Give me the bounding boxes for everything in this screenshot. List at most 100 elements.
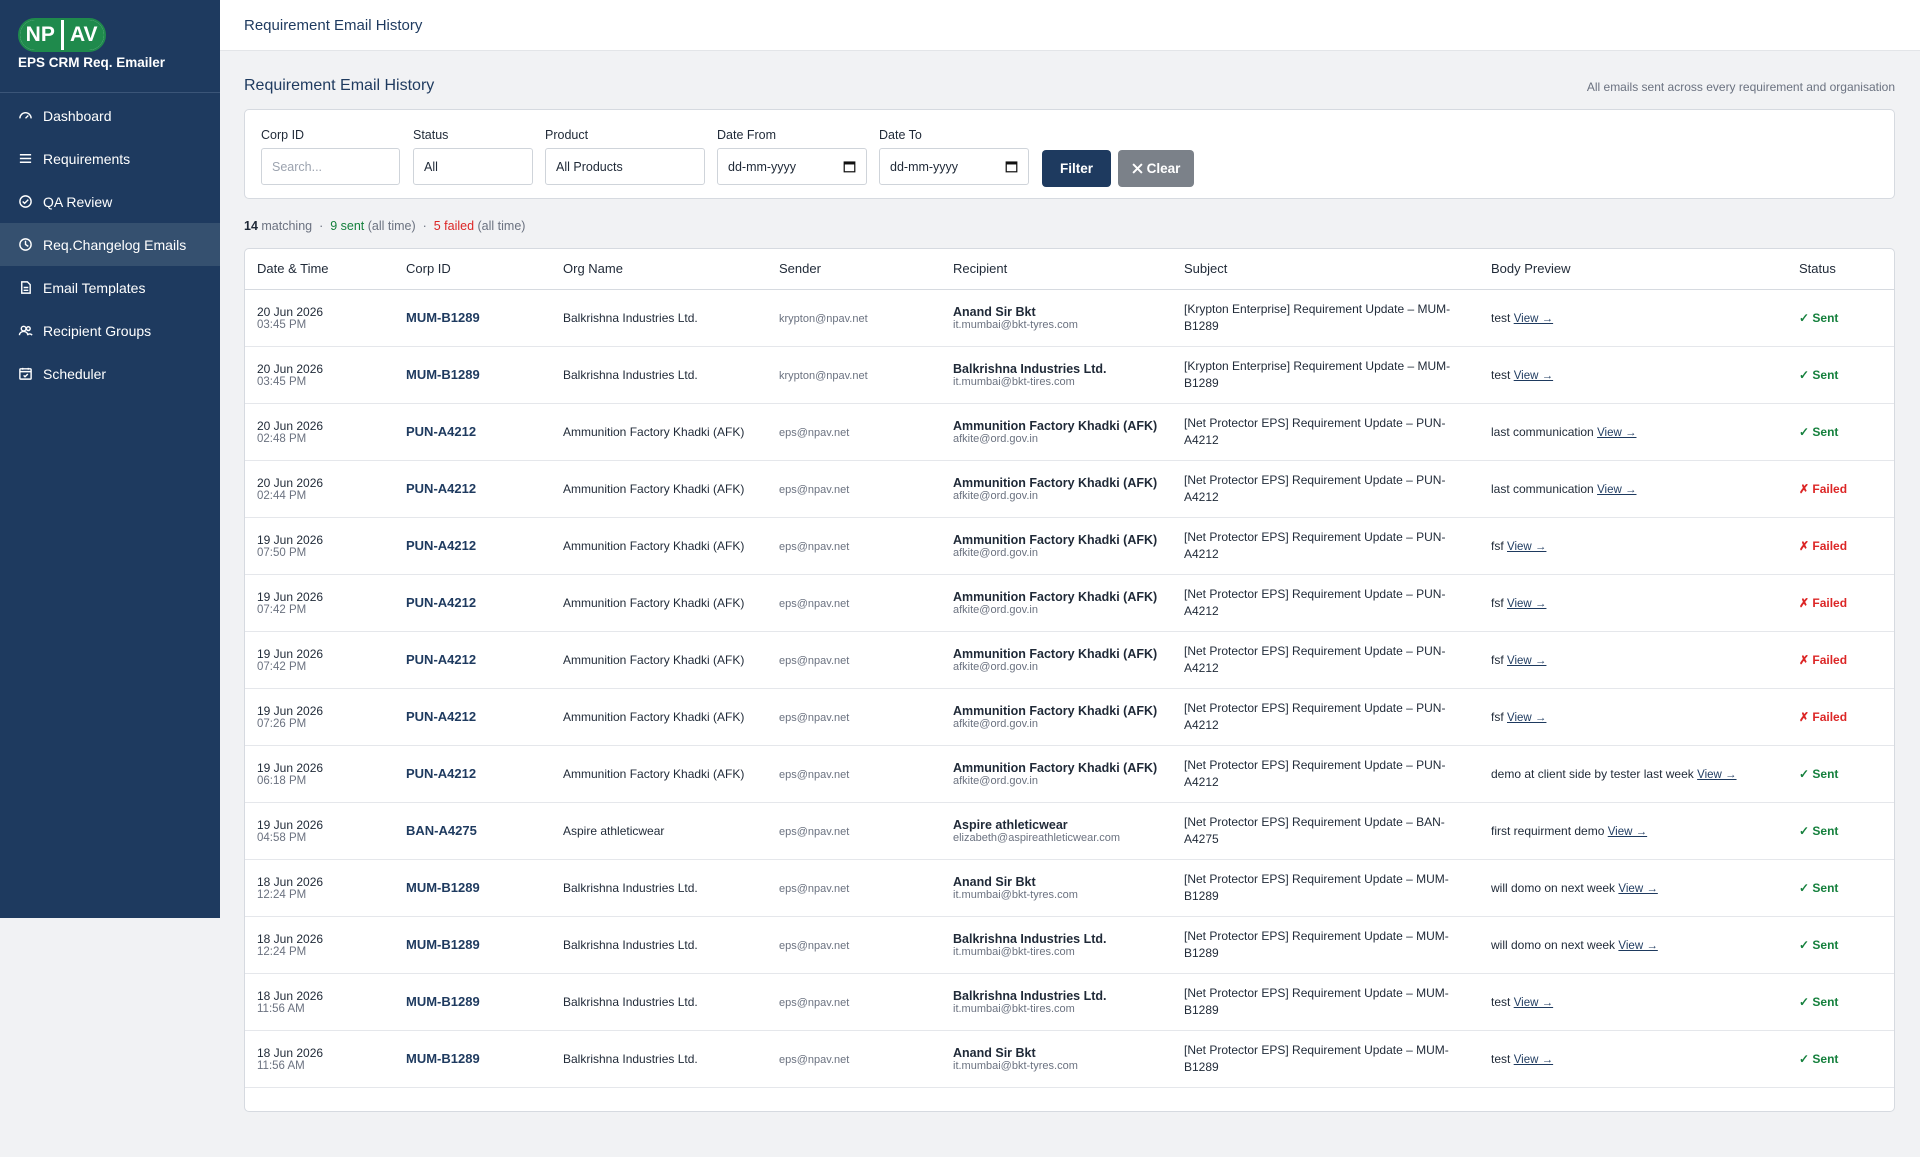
select[interactable]: All Products	[545, 148, 705, 185]
select[interactable]: All	[413, 148, 533, 185]
subject: [Net Protector EPS] Requirement Update –…	[1184, 529, 1446, 561]
view-link[interactable]: View →	[1507, 654, 1547, 667]
date-input[interactable]: dd-mm-yyyy	[717, 148, 867, 185]
recipient-email: afkite@ord.gov.in	[953, 717, 1038, 730]
filter-button[interactable]: Filter	[1042, 150, 1111, 187]
recipient-name: Anand Sir Bkt	[953, 1045, 1036, 1060]
cell-sender: eps@npav.net	[767, 859, 941, 917]
corp-id: MUM-B1289	[406, 880, 480, 895]
nav-item[interactable]: Email Templates	[0, 266, 220, 309]
column-header: Recipient	[941, 249, 1172, 290]
cell-recipient: Anand Sir Bkt it.mumbai@bkt-tyres.com	[941, 1030, 1172, 1088]
cell-org: Balkrishna Industries Ltd.	[551, 973, 767, 1031]
nav-item[interactable]: Requirements	[0, 137, 220, 180]
cell-corp: PUN-A4212	[394, 517, 551, 575]
sender: krypton@npav.net	[779, 369, 868, 382]
status: ✗ Failed	[1799, 595, 1848, 610]
view-link[interactable]: View →	[1507, 540, 1547, 553]
cell-status: ✓ Sent	[1787, 346, 1894, 404]
date: 19 Jun 2026	[257, 817, 324, 832]
date: 18 Jun 2026	[257, 988, 324, 1003]
time: 04:58 PM	[257, 831, 307, 844]
cell-recipient: Ammunition Factory Khadki (AFK) afkite@or…	[941, 688, 1172, 746]
filter-card: Corp ID Search... Status All Product All Pr…	[244, 109, 1895, 199]
status: ✓ Sent	[1799, 994, 1839, 1009]
cell-corp: MUM-B1289	[394, 289, 551, 347]
recipient-name: Anand Sir Bkt	[953, 874, 1036, 889]
cell-subject: [Net Protector EPS] Requirement Update –…	[1172, 859, 1479, 917]
body-preview: demo at client side by tester last week	[1491, 766, 1694, 781]
cell-corp: PUN-A4212	[394, 631, 551, 689]
cell-sender: eps@npav.net	[767, 403, 941, 461]
cell-corp: MUM-B1289	[394, 1030, 551, 1088]
date-input[interactable]: dd-mm-yyyy	[879, 148, 1029, 185]
nav-label: Recipient Groups	[43, 322, 152, 339]
view-link[interactable]: View →	[1597, 483, 1637, 496]
date: 19 Jun 2026	[257, 760, 324, 775]
clear-button[interactable]: Clear	[1118, 150, 1194, 187]
nav-item[interactable]: Dashboard	[0, 94, 220, 137]
cell-body: will domo on next week View →	[1479, 916, 1787, 974]
org-name: Balkrishna Industries Ltd.	[563, 994, 698, 1009]
corp-id: PUN-A4212	[406, 766, 477, 781]
cell-subject: [Net Protector EPS] Requirement Update –…	[1172, 403, 1479, 461]
view-link[interactable]: View →	[1513, 312, 1554, 325]
table-row: 18 Jun 2026 11:56 AM MUM-B1289 Balkrishna I…	[245, 973, 1894, 1031]
body-preview: test	[1491, 1051, 1511, 1066]
date: 18 Jun 2026	[257, 1045, 324, 1060]
sender: eps@npav.net	[779, 654, 850, 667]
cell-status: ✗ Failed	[1787, 631, 1894, 689]
org-name: Ammunition Factory Khadki (AFK)	[563, 481, 745, 496]
time: 02:44 PM	[257, 489, 307, 502]
match-label: matching	[261, 219, 313, 233]
cell-recipient: Ammunition Factory Khadki (AFK) afkite@or…	[941, 403, 1172, 461]
view-link[interactable]: View →	[1513, 1053, 1554, 1066]
cell-corp: MUM-B1289	[394, 973, 551, 1031]
view-link[interactable]: View →	[1513, 369, 1554, 382]
nav-item[interactable]: Req.Changelog Emails	[0, 223, 220, 266]
body-preview: test	[1491, 994, 1511, 1009]
sidebar: NP AV EPS CRM Req. Emailer Dashboard Requ…	[0, 0, 220, 918]
cell-org: Ammunition Factory Khadki (AFK)	[551, 517, 767, 575]
view-link[interactable]: View →	[1513, 996, 1554, 1009]
sender: eps@npav.net	[779, 939, 850, 952]
corp-id: MUM-B1289	[406, 367, 480, 382]
cell-datetime: 19 Jun 2026 07:42 PM	[245, 574, 394, 632]
view-link[interactable]: View →	[1618, 939, 1658, 952]
view-link[interactable]: View →	[1697, 768, 1737, 781]
body-preview: fsf	[1491, 538, 1504, 553]
table-row: 19 Jun 2026 07:50 PM PUN-A4212 Ammunition F…	[245, 517, 1894, 575]
nav-item[interactable]: Scheduler	[0, 352, 220, 395]
subject: [Net Protector EPS] Requirement Update –…	[1184, 700, 1446, 732]
nav-item[interactable]: QA Review	[0, 180, 220, 223]
corp-id: BAN-A4275	[406, 823, 477, 838]
view-link[interactable]: View →	[1507, 597, 1547, 610]
view-link[interactable]: View →	[1507, 711, 1547, 724]
recipient-email: elizabeth@aspireathleticwear.com	[953, 831, 1121, 844]
status: ✗ Failed	[1799, 481, 1848, 496]
cell-subject: [Net Protector EPS] Requirement Update –…	[1172, 916, 1479, 974]
cell-status: ✗ Failed	[1787, 460, 1894, 518]
cell-status: ✓ Sent	[1787, 745, 1894, 803]
date: 20 Jun 2026	[257, 304, 324, 319]
subject: [Net Protector EPS] Requirement Update –…	[1184, 415, 1446, 447]
table-card: Date & Time Corp ID Org Name Sender Recipien…	[244, 248, 1895, 1112]
recipient-name: Ammunition Factory Khadki (AFK)	[953, 589, 1158, 604]
page-title: Requirement Email History	[244, 77, 435, 94]
nav-item[interactable]: Recipient Groups	[0, 309, 220, 352]
sent-count: 9 sent	[330, 219, 365, 233]
cell-org: Balkrishna Industries Ltd.	[551, 346, 767, 404]
org-name: Ammunition Factory Khadki (AFK)	[563, 595, 745, 610]
subject: [Net Protector EPS] Requirement Update –…	[1184, 472, 1446, 504]
text-input[interactable]: Search...	[261, 148, 400, 185]
sender: eps@npav.net	[779, 483, 850, 496]
view-link[interactable]: View →	[1597, 426, 1637, 439]
filter-field: Date From dd-mm-yyyy	[717, 128, 867, 185]
cell-status: ✓ Sent	[1787, 859, 1894, 917]
cell-sender: eps@npav.net	[767, 688, 941, 746]
view-link[interactable]: View →	[1607, 825, 1648, 838]
cell-sender: eps@npav.net	[767, 1030, 941, 1088]
cell-corp: PUN-A4212	[394, 745, 551, 803]
column-header: Status	[1787, 249, 1894, 290]
view-link[interactable]: View →	[1618, 882, 1658, 895]
